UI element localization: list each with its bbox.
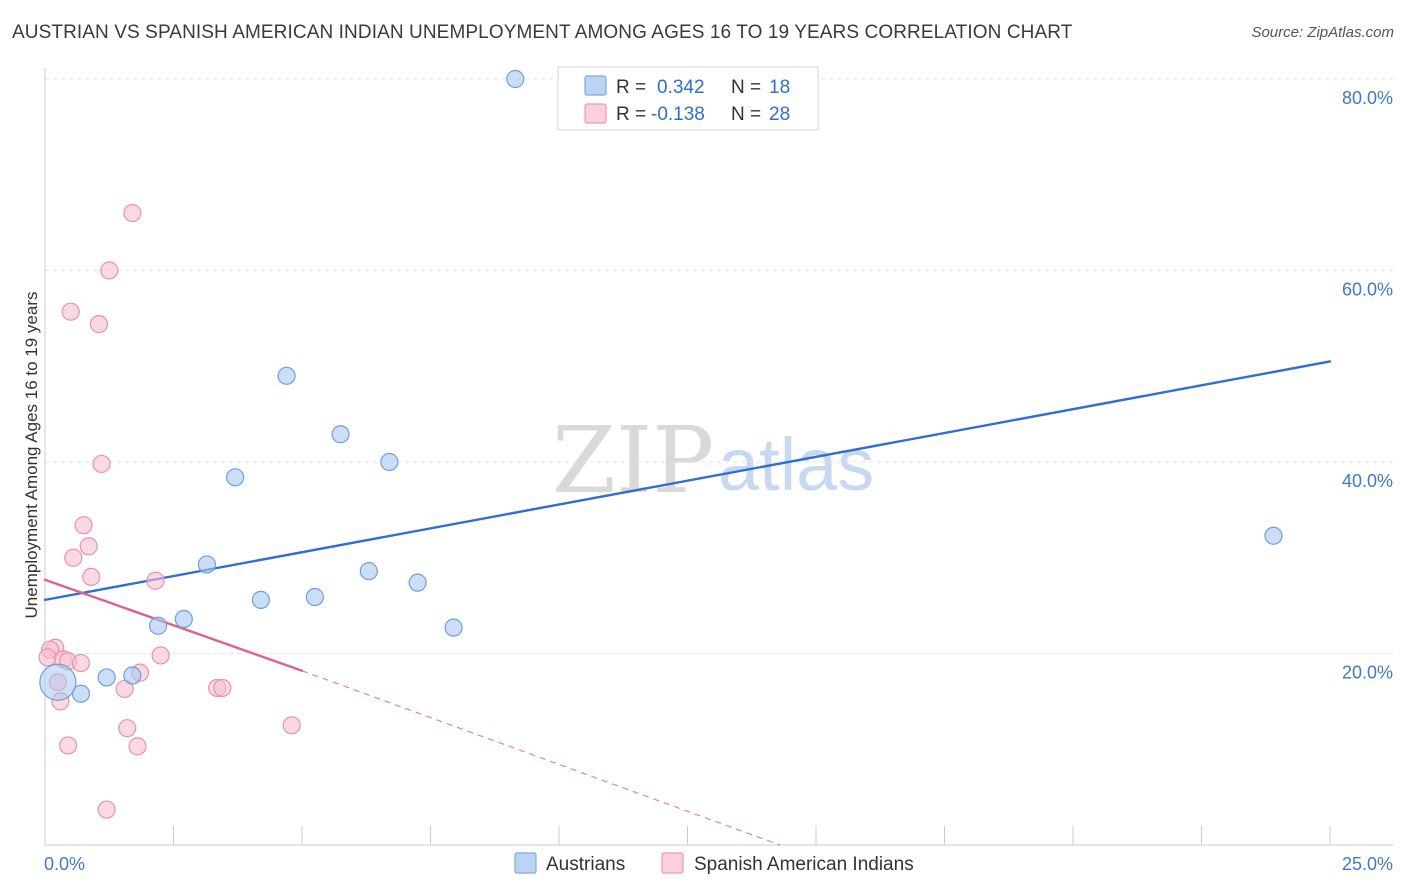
point-series-0-2	[331, 425, 350, 444]
x-tick-label-max: 25.0%	[1342, 854, 1393, 874]
series-legend-label-austrians: Austrians	[546, 854, 625, 875]
legend-swatch-spanish-american-indians	[584, 103, 607, 124]
x-tick-label-min: 0.0%	[44, 854, 85, 874]
point-series-0-1	[277, 366, 296, 385]
legend-n-value-2: 28	[769, 104, 790, 125]
trend-line-series-1	[43, 578, 304, 672]
point-series-1-9	[146, 571, 165, 590]
data-points	[38, 69, 1283, 819]
point-series-1-8	[82, 567, 101, 587]
point-series-1-5	[74, 516, 93, 535]
series-legend-swatch-spanish-american-indians	[661, 852, 684, 874]
watermark: ZIP atlas	[552, 407, 874, 514]
legend-r-value-2: -0.138	[651, 104, 705, 125]
point-series-0-7	[408, 573, 427, 592]
point-series-1-15	[71, 653, 91, 673]
legend-n-label-1: N =	[731, 77, 761, 98]
legend-n-label-2: N =	[731, 104, 761, 125]
point-series-1-1	[100, 261, 119, 280]
series-legend-swatch-austrians	[514, 852, 537, 874]
point-series-1-12	[38, 648, 57, 667]
y-axis-title: Unemployment Among Ages 16 to 19 years	[22, 292, 41, 619]
point-series-0-0	[506, 69, 525, 89]
legend-swatch-austrians	[584, 75, 607, 96]
y-tick-label-80: 80.0%	[1342, 88, 1393, 108]
point-series-1-16	[151, 646, 170, 665]
y-tick-label-20: 20.0%	[1342, 663, 1393, 683]
point-series-0-3	[380, 452, 399, 472]
point-series-1-27	[97, 800, 116, 819]
trend-line-extension-series-1	[301, 670, 781, 846]
legend-r-label-2: R =	[616, 104, 646, 125]
point-series-1-26	[128, 737, 147, 756]
point-series-1-6	[79, 537, 98, 556]
point-series-0-4	[226, 468, 245, 487]
point-series-0-10	[174, 609, 193, 629]
trend-lines	[43, 360, 1332, 846]
correlation-legend: R = 0.342 N = 18 R = -0.138 N = 28	[557, 66, 819, 131]
gridlines	[45, 78, 1393, 654]
y-tick-label-40: 40.0%	[1342, 471, 1393, 491]
point-series-1-2	[61, 302, 80, 321]
legend-r-value-1: 0.342	[657, 77, 705, 98]
legend-r-label-1: R =	[616, 77, 646, 98]
watermark-zip: ZIP	[552, 407, 714, 514]
point-series-1-24	[118, 719, 137, 738]
point-series-1-3	[89, 315, 109, 334]
point-series-0-9	[251, 590, 270, 609]
point-series-0-5	[197, 555, 217, 574]
point-series-0-15	[71, 684, 91, 703]
point-series-0-6	[359, 562, 378, 581]
axes	[44, 68, 1393, 846]
point-series-1-0	[123, 203, 142, 223]
series-legend-label-spanish-american-indians: Spanish American Indians	[694, 854, 914, 875]
point-series-0-17	[1264, 526, 1283, 545]
point-series-0-12	[444, 618, 463, 637]
point-series-0-14	[97, 668, 116, 687]
point-series-1-25	[59, 736, 78, 755]
point-series-0-13	[123, 666, 142, 685]
watermark-atlas: atlas	[718, 423, 874, 506]
point-series-1-23	[282, 716, 301, 735]
trend-line-series-0	[43, 360, 1332, 602]
point-series-1-7	[64, 548, 83, 567]
chart-title: AUSTRIAN VS SPANISH AMERICAN INDIAN UNEM…	[12, 22, 1073, 43]
point-series-1-19	[115, 679, 134, 699]
chart-source: Source: ZipAtlas.com	[1251, 24, 1394, 41]
point-series-0-11	[148, 616, 168, 635]
point-series-1-21	[213, 678, 232, 698]
point-series-1-4	[92, 454, 111, 474]
point-series-0-16	[39, 663, 77, 701]
series-legend: Austrians Spanish American Indians	[514, 852, 914, 875]
y-tick-label-60: 60.0%	[1342, 280, 1393, 300]
point-series-0-8	[305, 587, 324, 607]
legend-n-value-1: 18	[769, 77, 790, 98]
